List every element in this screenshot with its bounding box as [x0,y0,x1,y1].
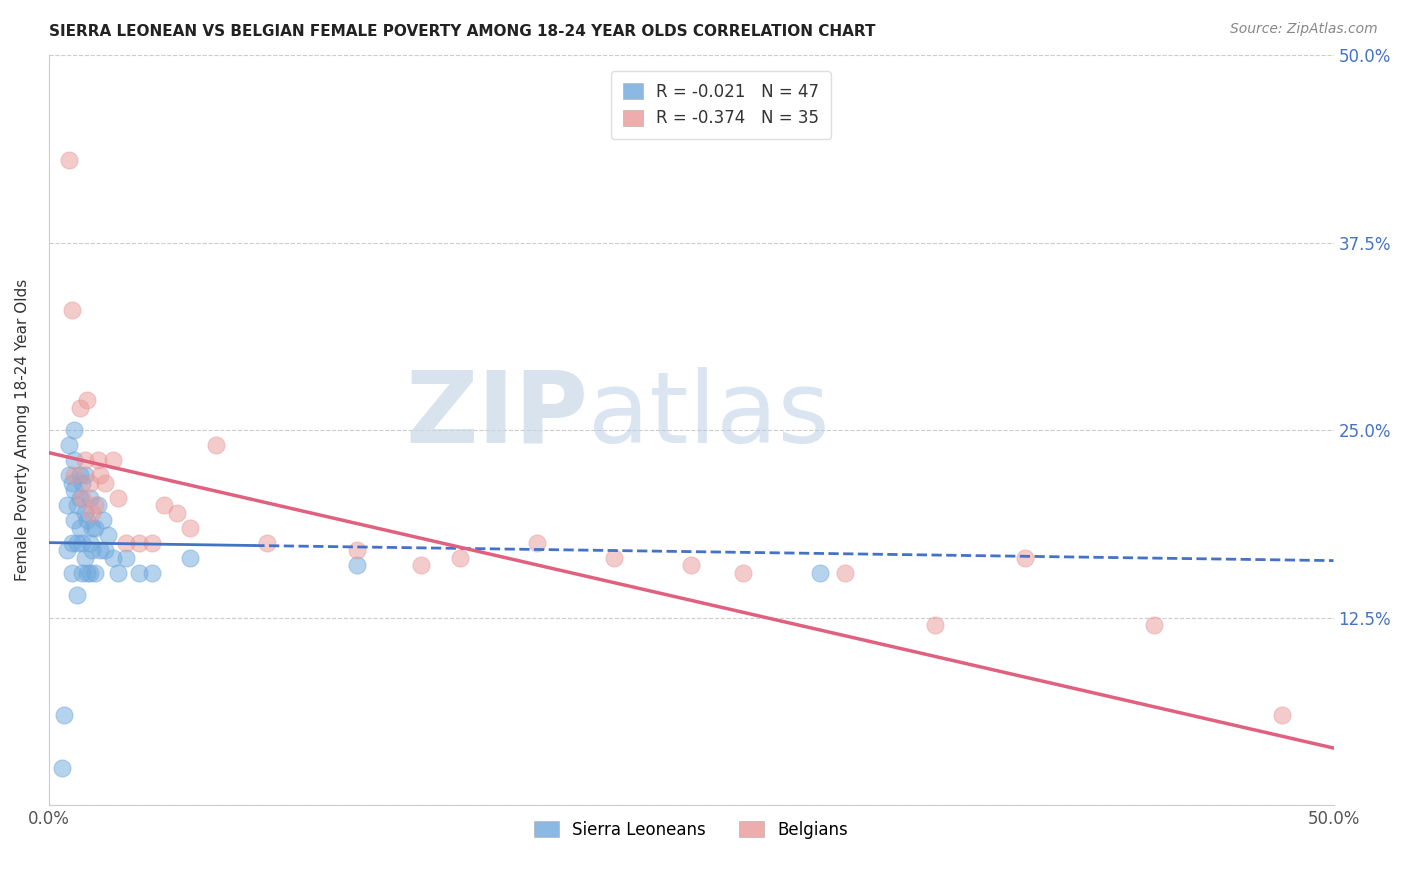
Point [86,453,108,467]
Point [66,498,89,512]
Point [66,535,89,549]
Point [63,423,86,437]
Point [79,475,101,490]
Point [69,401,91,415]
Point [101,453,124,467]
Point [69,468,91,483]
Point [808,566,831,580]
Point [153,498,176,512]
Point [70,491,93,505]
Point [84,566,107,580]
Point [1271,708,1294,723]
Point [924,618,946,632]
Point [70,475,93,490]
Point [51,760,73,774]
Point [1014,550,1036,565]
Point [73,506,96,520]
Point [107,491,129,505]
Point [166,506,188,520]
Point [58,468,80,483]
Point [60,303,83,318]
Point [179,521,201,535]
Point [603,550,626,565]
Point [114,550,136,565]
Point [204,438,226,452]
Point [834,566,856,580]
Point [526,535,548,549]
Point [82,521,104,535]
Point [63,513,86,527]
Point [94,475,117,490]
Point [66,588,89,602]
Point [58,438,80,452]
Point [55,543,77,558]
Point [70,566,93,580]
Point [82,543,104,558]
Point [731,566,754,580]
Point [94,543,117,558]
Point [79,535,101,549]
Point [86,498,108,512]
Point [55,498,77,512]
Point [53,708,76,723]
Point [63,453,86,467]
Point [141,566,163,580]
Point [73,468,96,483]
Point [128,566,150,580]
Point [73,453,96,467]
Point [79,491,101,505]
Point [91,513,114,527]
Text: ZIP: ZIP [405,367,588,464]
Point [89,543,111,558]
Legend: Sierra Leoneans, Belgians: Sierra Leoneans, Belgians [527,814,855,846]
Point [84,498,107,512]
Point [681,558,703,573]
Point [114,535,136,549]
Point [60,566,83,580]
Point [76,566,98,580]
Point [411,558,433,573]
Point [84,521,107,535]
Point [1143,618,1166,632]
Point [346,558,368,573]
Y-axis label: Female Poverty Among 18-24 Year Olds: Female Poverty Among 18-24 Year Olds [15,279,30,582]
Point [141,535,163,549]
Text: Source: ZipAtlas.com: Source: ZipAtlas.com [1230,22,1378,37]
Point [76,513,98,527]
Point [73,550,96,565]
Point [101,550,124,565]
Point [128,535,150,549]
Point [69,521,91,535]
Point [63,483,86,498]
Point [82,506,104,520]
Point [63,468,86,483]
Point [97,528,120,542]
Text: atlas: atlas [588,367,830,464]
Text: SIERRA LEONEAN VS BELGIAN FEMALE POVERTY AMONG 18-24 YEAR OLDS CORRELATION CHART: SIERRA LEONEAN VS BELGIAN FEMALE POVERTY… [49,24,876,39]
Point [69,491,91,505]
Point [89,468,111,483]
Point [60,535,83,549]
Point [58,153,80,168]
Point [449,550,471,565]
Point [60,475,83,490]
Point [70,535,93,549]
Point [107,566,129,580]
Point [79,566,101,580]
Point [179,550,201,565]
Point [256,535,278,549]
Point [76,393,98,408]
Point [346,543,368,558]
